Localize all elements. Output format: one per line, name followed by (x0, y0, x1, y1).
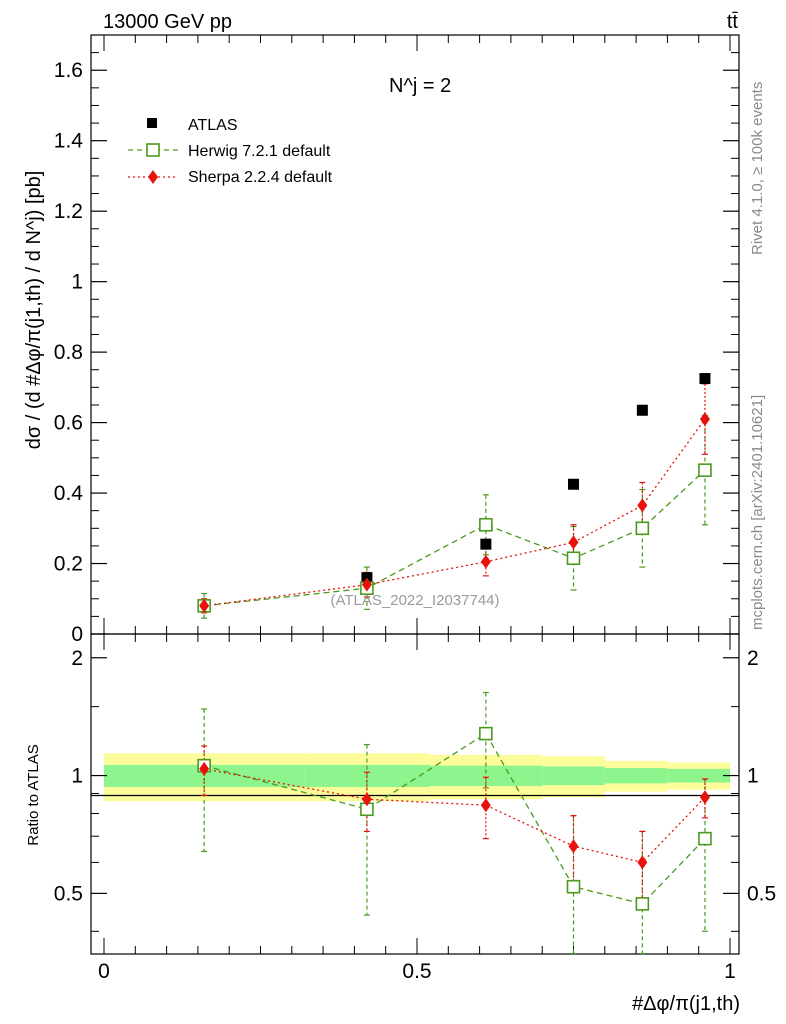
x-ticks: 0 0.5 1 (98, 35, 736, 983)
ratio-y-tick-label: 2 (71, 647, 83, 670)
main-y-tick-label: 1.2 (54, 200, 83, 223)
atlas-main-point (480, 538, 492, 550)
sherpa-main-point (199, 598, 210, 613)
main-y-tick-label: 1.4 (54, 130, 84, 153)
x-tick-label: 1 (724, 960, 736, 983)
series-layer (197, 373, 712, 619)
sherpa-main-point (480, 554, 491, 569)
herwig-ratio-point (698, 831, 712, 846)
sherpa-main-point (637, 498, 648, 513)
chart-title-text: N^j = 2 (389, 75, 451, 97)
herwig-main-point (698, 463, 712, 477)
legend-herwig-marker (146, 143, 160, 157)
sherpa-ratio-point (699, 790, 710, 805)
ratio-band-inner-bin (667, 768, 730, 783)
ratio-band-inner-bin (429, 765, 543, 787)
herwig-main-point (479, 517, 493, 532)
chart-title: N^j = 2 (389, 75, 451, 97)
ratio-y-tick-label-right: 2 (747, 647, 759, 670)
sherpa-main-line (204, 418, 706, 607)
main-y-tick-label: 0.4 (54, 482, 84, 505)
ratio-band-inner (104, 764, 730, 787)
mcplots-source-text: mcplots.cern.ch [arXiv:2401.10621] (749, 395, 766, 630)
herwig-ratio-point (635, 897, 650, 911)
ratio-y-axis-title: Ratio to ATLAS (25, 744, 42, 845)
atlas-main-point (699, 373, 711, 385)
header-process-label: tt̄ (727, 11, 739, 33)
atlas-main-point (568, 478, 579, 490)
ratio-series-layer (197, 691, 712, 955)
main-y-tick-label: 1 (71, 271, 83, 294)
main-y-tick-label: 0.6 (54, 412, 83, 435)
ratio-y-tick-label-right: 0.5 (747, 882, 776, 905)
main-y-ticks: 0 0.2 0.4 0.6 0.8 1 1.2 1.4 1.6 (54, 52, 739, 646)
ratio-band-inner-bin (604, 768, 668, 784)
herwig-ratio-line (203, 732, 706, 905)
ratio-y-ticks: 0.5 0.5 1 1 2 2 (54, 647, 776, 932)
main-y-axis-title: dσ / (d #Δφ/π(j1,th) / d N^j) [pb] (23, 171, 45, 450)
sherpa-ratio-point (568, 839, 579, 854)
sherpa-main-point (699, 412, 710, 427)
legend-atlas-marker (147, 118, 157, 128)
main-y-tick-label: 0.8 (54, 341, 83, 364)
herwig-main-point (566, 551, 581, 566)
sherpa-ratio-point (480, 798, 491, 813)
legend-herwig-label: Herwig 7.2.1 default (188, 143, 331, 160)
sherpa-main-point (361, 577, 372, 592)
ratio-y-tick-label: 0.5 (54, 882, 83, 905)
rivet-version-text: Rivet 4.1.0, ≥ 100k events (749, 82, 766, 255)
ratio-y-tick-label: 1 (71, 765, 83, 788)
main-y-tick-label: 0 (71, 623, 83, 646)
ratio-y-tick-label-right: 1 (747, 765, 759, 788)
main-y-tick-label: 1.6 (54, 59, 83, 82)
main-y-tick-label: 0.2 (54, 553, 83, 576)
herwig-main-line (204, 469, 706, 607)
x-tick-label: 0 (98, 960, 110, 983)
ratio-band-inner-bin (542, 766, 605, 786)
sherpa-ratio-point (361, 792, 372, 807)
atlas-main-point (636, 404, 648, 416)
herwig-ratio-point (566, 879, 581, 894)
x-tick-label: 0.5 (402, 960, 431, 983)
herwig-main-point (635, 521, 650, 536)
legend-sherpa-marker (148, 170, 158, 184)
header-energy-label: 13000 GeV pp (103, 11, 232, 33)
herwig-ratio-point (479, 726, 493, 741)
sherpa-ratio-point (199, 761, 210, 776)
legend-sherpa-label: Sherpa 2.2.4 default (188, 169, 333, 186)
sherpa-ratio-point (637, 855, 648, 870)
sherpa-main-point (568, 535, 579, 550)
ratio-panel-frame (90, 633, 740, 955)
analysis-watermark: (ATLAS_2022_I2037744) (330, 592, 499, 609)
x-axis-title: #Δφ/π(j1,th) (632, 993, 740, 1015)
legend: ATLAS Herwig 7.2.1 default Sherpa 2.2.4 … (128, 117, 333, 186)
legend-atlas-label: ATLAS (188, 117, 238, 134)
atlas-main-point (361, 572, 373, 584)
